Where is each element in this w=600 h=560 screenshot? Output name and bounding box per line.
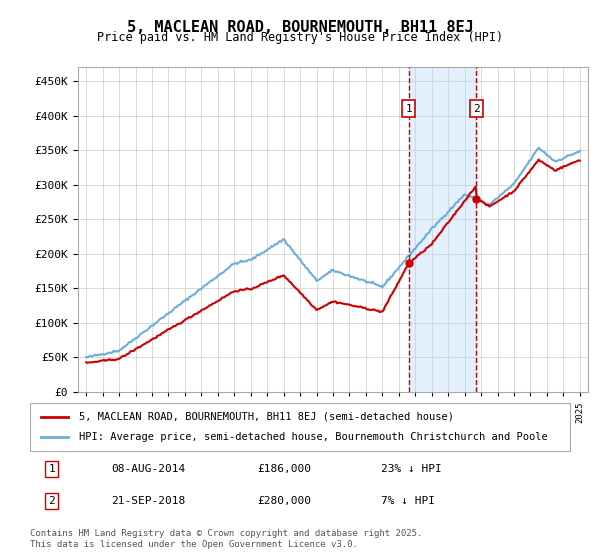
Text: 1: 1	[406, 104, 412, 114]
Text: 23% ↓ HPI: 23% ↓ HPI	[381, 464, 442, 474]
FancyBboxPatch shape	[30, 403, 570, 451]
Text: £280,000: £280,000	[257, 496, 311, 506]
Text: 7% ↓ HPI: 7% ↓ HPI	[381, 496, 435, 506]
Bar	[409, 67, 476, 392]
Text: 1: 1	[48, 464, 55, 474]
Text: £186,000: £186,000	[257, 464, 311, 474]
Text: 2: 2	[473, 104, 480, 114]
Text: 08-AUG-2014: 08-AUG-2014	[111, 464, 185, 474]
Text: Price paid vs. HM Land Registry's House Price Index (HPI): Price paid vs. HM Land Registry's House …	[97, 31, 503, 44]
Text: HPI: Average price, semi-detached house, Bournemouth Christchurch and Poole: HPI: Average price, semi-detached house,…	[79, 432, 547, 442]
Text: 21-SEP-2018: 21-SEP-2018	[111, 496, 185, 506]
Text: 2: 2	[48, 496, 55, 506]
Text: 5, MACLEAN ROAD, BOURNEMOUTH, BH11 8EJ (semi-detached house): 5, MACLEAN ROAD, BOURNEMOUTH, BH11 8EJ (…	[79, 412, 454, 422]
Text: 5, MACLEAN ROAD, BOURNEMOUTH, BH11 8EJ: 5, MACLEAN ROAD, BOURNEMOUTH, BH11 8EJ	[127, 20, 473, 35]
Text: Contains HM Land Registry data © Crown copyright and database right 2025.
This d: Contains HM Land Registry data © Crown c…	[30, 529, 422, 549]
